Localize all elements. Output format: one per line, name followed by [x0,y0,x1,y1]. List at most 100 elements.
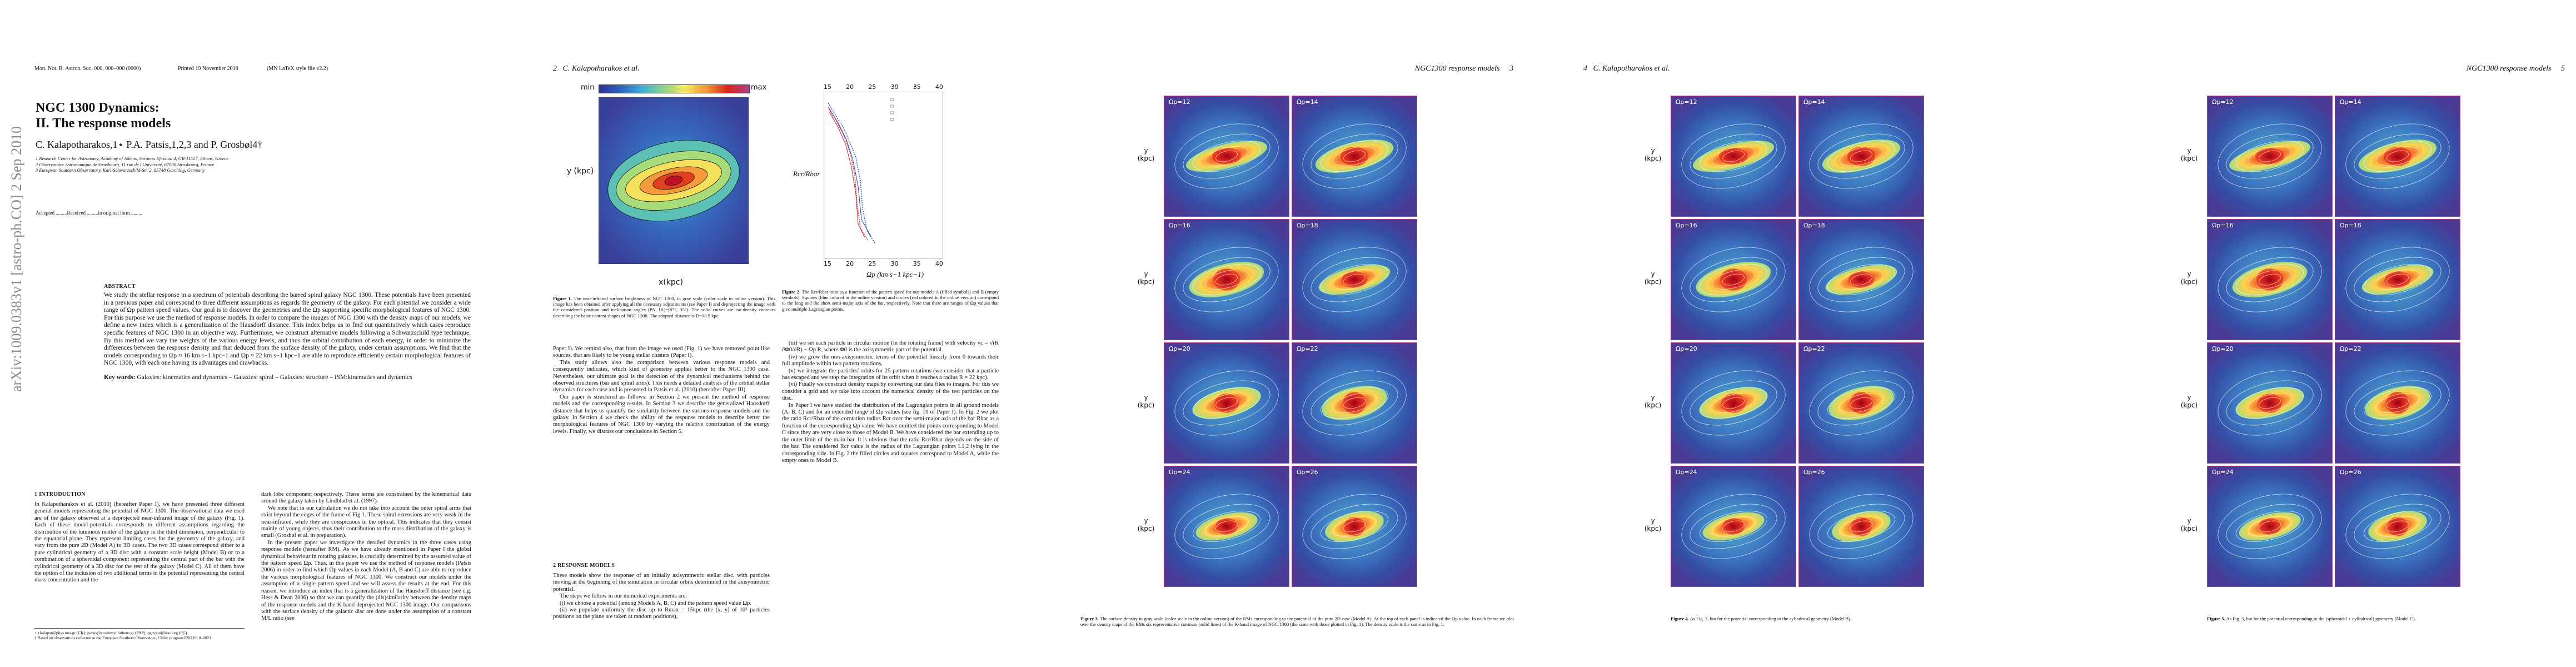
response-panel: Ωp=24 [2207,466,2333,587]
contour [1690,257,1777,302]
panel-label: Ωp=24 [1169,469,1190,476]
y-axis-label: y (kpc) [1137,394,1155,409]
page-4: 4 C. Kalapotharakos et al. Figure 4. As … [1546,0,2061,667]
paragraph: dark lobe component respectively. These … [261,491,471,505]
contours [1302,123,1407,189]
response-panel: Ωp=14 [2335,96,2460,217]
panel-label: Ωp=26 [1297,469,1318,476]
contour [2354,257,2442,302]
contour [2364,140,2431,172]
tick-label: 20 [846,83,854,91]
response-panel: Ωp=16 [1164,219,1289,340]
affiliation: 3 European Southern Observatory, Karl-Sc… [36,167,205,173]
contours [1681,494,1786,559]
response-panel: Ωp=20 [2207,342,2333,464]
contour [1343,397,1366,409]
page-header: NGC1300 response models 5 [2467,64,2565,73]
contours [2345,123,2450,189]
affiliation: 2 Observatoire Astronomique de Strasbour… [36,161,215,167]
figure-4-caption: Figure 4. As Fig. 3, but for the potenti… [1671,616,2026,621]
keywords: Key words: Galaxies: kinematics and dyna… [104,374,471,382]
style-note: (MN LaTeX style file v2.2) [267,66,328,72]
response-panel: Ωp=24 [1164,466,1289,587]
contour [1321,387,1388,419]
journal-header: Mon. Not. R. Astron. Soc. 000, 000–000 (… [34,66,141,72]
contour [1839,146,1884,166]
panel-label: Ωp=20 [2212,345,2234,352]
contours [2218,247,2322,312]
contour [1321,263,1388,296]
print-date: Printed 19 November 2018 [178,66,238,72]
section-text: These models show the response of an ini… [553,573,770,650]
density-core [1722,517,1745,535]
contour [1817,257,1905,302]
contour [1722,397,1745,409]
contour [1809,247,1914,312]
contour [1183,257,1270,302]
caption-label: Figure 5. [2207,616,2225,621]
contour [1700,140,1767,172]
density-core [1214,393,1239,413]
section-heading: 1 INTRODUCTION [34,491,86,497]
contours [2218,123,2322,189]
contour [1681,370,1786,436]
contours [1174,247,1279,312]
density-core [1847,146,1876,166]
panel-label: Ωp=16 [2212,222,2234,229]
contours [1681,247,1786,312]
contour [1215,273,1238,286]
density-core [2259,517,2281,535]
response-panel: Ωp=12 [1164,96,1289,217]
contour [1690,504,1777,549]
contour [1690,133,1777,179]
y-axis-label: y (kpc) [566,167,594,176]
contour [2364,263,2431,296]
contours [2218,370,2322,436]
contour [2345,494,2450,559]
density-core [1850,392,1873,414]
contour [1174,494,1279,559]
contour [1711,270,1756,290]
panel-label: Ωp=20 [1676,345,1697,352]
footnote: ⋆ ckalapot@phys.uoa.gr (CK); patsis@acad… [34,630,187,635]
contour [2364,387,2431,419]
paragraph: Paper I). We remind also, that from the … [553,346,770,359]
contour [2386,520,2409,532]
contour [1690,380,1777,426]
page-number: 4 [1583,64,1587,73]
contour [1809,123,1914,189]
contours [2345,247,2450,312]
contour [1193,510,1260,542]
contours [1809,494,1914,559]
title-line: II. The response models [36,116,171,131]
contours [2218,494,2322,559]
contour [1204,393,1249,413]
caption-label: Figure 1. [553,296,572,301]
contour [1193,263,1260,296]
panel-label: Ωp=12 [1169,98,1190,106]
response-panel: Ωp=16 [1671,219,1796,340]
contour [1174,123,1279,189]
running-head: C. Kalapotharakos et al. [1593,64,1670,73]
page-number: 5 [2561,64,2565,73]
contour [2259,150,2281,162]
x-ticks-top: 15 20 25 30 35 40 [824,83,943,91]
contour [1204,516,1249,536]
contour [1174,370,1279,436]
y-axis-label: Rcr/Rbar [793,170,820,178]
paragraph: (iv) we grow the non-axisymmetric terms … [782,354,999,367]
contour [1183,504,1270,549]
contours [1809,123,1914,189]
response-panel: Ωp=18 [2335,219,2460,340]
running-head: C. Kalapotharakos et al. [562,64,640,73]
panel-label: Ωp=26 [1803,469,1825,476]
contour [2226,257,2314,302]
contour [1839,393,1884,413]
contour [1817,380,1905,426]
contour [1183,380,1270,426]
colorbar [599,84,750,93]
running-head: NGC1300 response models [2466,64,2552,73]
contour [1711,146,1756,166]
y-axis-label: y (kpc) [1137,517,1155,532]
colorbar-min: min [581,83,595,92]
